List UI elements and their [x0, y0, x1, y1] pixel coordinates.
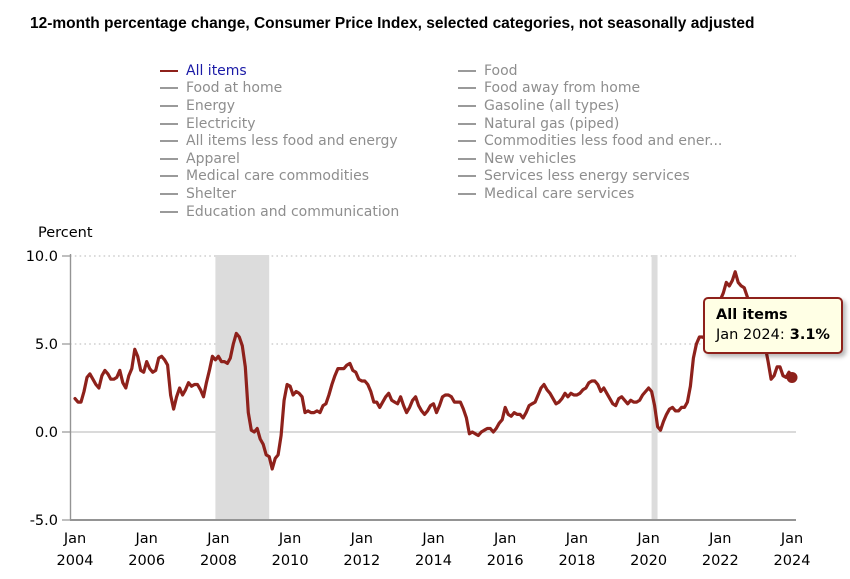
legend-dash-icon	[458, 104, 476, 107]
x-tick-label-year-2004: 2004	[57, 553, 94, 569]
legend-dash-icon	[160, 104, 178, 107]
legend-item-label: Food	[484, 62, 518, 79]
legend-item-new-vehicles[interactable]: New vehicles	[458, 150, 758, 168]
legend-dash-icon	[458, 140, 476, 143]
x-tick-label-month-2014: Jan	[421, 531, 444, 547]
legend-item-label: Services less energy services	[484, 168, 690, 185]
recession-band-2007-12	[215, 255, 270, 520]
legend-item-label: Shelter	[186, 185, 237, 202]
legend-item-label: Commodities less food and ener...	[484, 133, 723, 150]
legend-item-shelter[interactable]: Shelter	[160, 185, 450, 203]
legend-item-electricity[interactable]: Electricity	[160, 115, 450, 133]
series-line-all-items[interactable]	[73, 270, 794, 471]
legend-item-food-away-from-home[interactable]: Food away from home	[458, 80, 758, 98]
legend-item-label: Education and communication	[186, 203, 400, 220]
legend-item-services-less-energy-services[interactable]: Services less energy services	[458, 168, 758, 186]
legend-item-food-at-home[interactable]: Food at home	[160, 80, 450, 98]
legend-dash-icon	[160, 140, 178, 143]
x-tick-label-year-2006: 2006	[128, 553, 165, 569]
legend-column-right: Food Food away from home Gasoline (all t…	[458, 62, 758, 203]
x-tick-label-month-2020: Jan	[636, 531, 659, 547]
tooltip-point-label: Jan 2024:	[716, 327, 785, 343]
legend-item-label: All items	[186, 62, 247, 79]
legend-dash-icon	[458, 157, 476, 160]
x-tick-label-year-2008: 2008	[200, 553, 237, 569]
legend-item-commodities-less-food-and-energy[interactable]: Commodities less food and ener...	[458, 132, 758, 150]
y-tick-label-0: 0.0	[35, 425, 58, 441]
legend-dash-icon	[458, 122, 476, 125]
y-tick-label-5: 5.0	[35, 337, 58, 353]
tooltip-series-name: All items	[716, 307, 788, 323]
legend-item-medical-care-services[interactable]: Medical care services	[458, 185, 758, 203]
legend-item-label: Electricity	[186, 115, 256, 132]
x-tick-label-year-2014: 2014	[415, 553, 452, 569]
x-tick-label-month-2016: Jan	[493, 531, 516, 547]
tooltip: All items Jan 2024: 3.1%	[703, 297, 843, 354]
tooltip-point-value: 3.1%	[789, 327, 830, 343]
x-tick-label-month-2012: Jan	[350, 531, 373, 547]
x-tick-label-year-2010: 2010	[272, 553, 309, 569]
legend-item-gasoline-all-types[interactable]: Gasoline (all types)	[458, 97, 758, 115]
legend-item-medical-care-commodities[interactable]: Medical care commodities	[160, 168, 450, 186]
legend-dash-icon	[160, 192, 178, 195]
x-tick-label-month-2024: Jan	[780, 531, 803, 547]
legend-dash-icon	[160, 69, 178, 72]
x-tick-label-month-2004: Jan	[63, 531, 86, 547]
legend-item-label: All items less food and energy	[186, 133, 398, 150]
legend-dash-icon	[458, 175, 476, 178]
legend-dash-icon	[160, 175, 178, 178]
y-axis-title: Percent	[38, 225, 93, 241]
legend-item-education-and-communication[interactable]: Education and communication	[160, 203, 450, 221]
legend-item-label: Medical care commodities	[186, 168, 370, 185]
legend-item-label: New vehicles	[484, 150, 577, 167]
x-tick-label-month-2006: Jan	[135, 531, 158, 547]
legend-dash-icon	[160, 210, 178, 213]
x-tick-label-month-2008: Jan	[206, 531, 229, 547]
x-tick-label-year-2012: 2012	[343, 553, 380, 569]
legend-item-label: Gasoline (all types)	[484, 97, 620, 114]
tooltip-point: Jan 2024: 3.1%	[716, 327, 830, 343]
legend-item-all-items-less-food-and-energy[interactable]: All items less food and energy	[160, 132, 450, 150]
legend-item-label: Food at home	[186, 80, 283, 97]
x-tick-label-month-2010: Jan	[278, 531, 301, 547]
legend-dash-icon	[160, 157, 178, 160]
recession-band-2020-02	[651, 255, 658, 520]
x-tick-label-year-2018: 2018	[558, 553, 595, 569]
legend-item-label: Food away from home	[484, 80, 641, 97]
legend-dash-icon	[160, 122, 178, 125]
legend-item-all-items[interactable]: All items	[160, 62, 450, 80]
legend-dash-icon	[458, 87, 476, 90]
legend-dash-icon	[160, 87, 178, 90]
legend-item-label: Apparel	[186, 150, 240, 167]
x-tick-label-year-2024: 2024	[774, 553, 811, 569]
latest-point-marker[interactable]	[786, 371, 798, 383]
legend-item-label: Energy	[186, 97, 236, 114]
x-tick-label-month-2022: Jan	[708, 531, 731, 547]
x-tick-label-year-2020: 2020	[630, 553, 667, 569]
legend-dash-icon	[458, 69, 476, 72]
legend-item-food[interactable]: Food	[458, 62, 758, 80]
x-tick-label-year-2016: 2016	[487, 553, 524, 569]
legend-item-energy[interactable]: Energy	[160, 97, 450, 115]
legend-dash-icon	[458, 192, 476, 195]
x-tick-label-month-2018: Jan	[565, 531, 588, 547]
legend-item-label: Natural gas (piped)	[484, 115, 620, 132]
x-tick-label-year-2022: 2022	[702, 553, 739, 569]
legend-item-label: Medical care services	[484, 185, 635, 202]
chart-title: 12-month percentage change, Consumer Pri…	[30, 15, 755, 32]
y-tick-label-10: 10.0	[26, 249, 58, 265]
legend-column-left: All items Food at home Energy Electricit…	[160, 62, 450, 220]
legend-item-apparel[interactable]: Apparel	[160, 150, 450, 168]
y-tick-label--5: -5.0	[30, 513, 58, 529]
legend-item-natural-gas-piped[interactable]: Natural gas (piped)	[458, 115, 758, 133]
